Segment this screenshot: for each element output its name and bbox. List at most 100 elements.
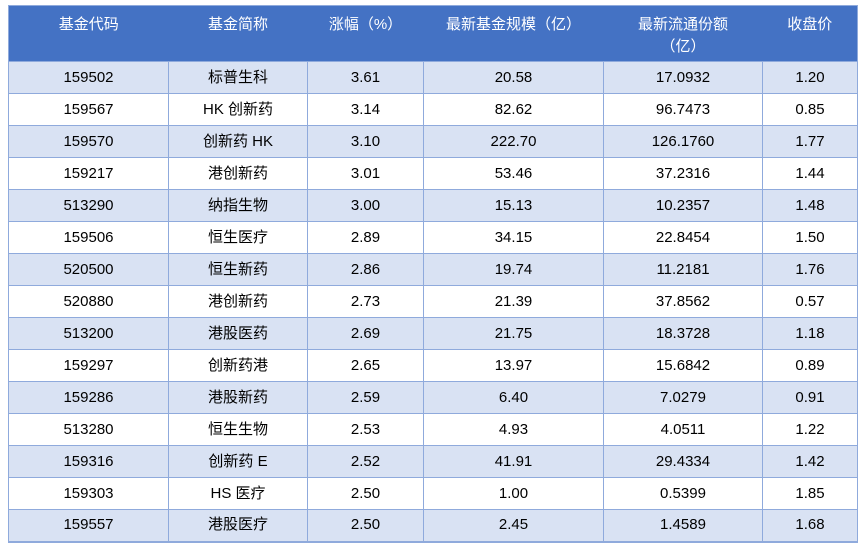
fund-table: 基金代码 基金简称 涨幅（%） 最新基金规模（亿） 最新流通份额 （亿） 收盘价 15950…	[8, 5, 858, 543]
column-header-fund-name: 基金简称	[168, 5, 308, 62]
table-row: 159217 港创新药 3.01 53.46 37.2316 1.44	[8, 157, 858, 190]
column-header-latest-circulating-shares: 最新流通份额 （亿）	[603, 5, 763, 62]
cell-change-pct: 2.59	[307, 381, 424, 414]
cell-latest-circulating-shares: 126.1760	[603, 125, 763, 158]
cell-close-price: 1.18	[762, 317, 858, 350]
table-row: 159567 HK 创新药 3.14 82.62 96.7473 0.85	[8, 93, 858, 126]
table-row: 513280 恒生生物 2.53 4.93 4.0511 1.22	[8, 413, 858, 446]
cell-fund-name: 创新药 HK	[168, 125, 308, 158]
cell-change-pct: 3.00	[307, 189, 424, 222]
cell-latest-fund-size: 4.93	[423, 413, 604, 446]
cell-change-pct: 2.52	[307, 445, 424, 478]
header-row: 基金代码 基金简称 涨幅（%） 最新基金规模（亿） 最新流通份额 （亿） 收盘价	[8, 5, 858, 62]
cell-fund-code: 159567	[8, 93, 169, 126]
cell-close-price: 0.85	[762, 93, 858, 126]
cell-change-pct: 2.86	[307, 253, 424, 286]
cell-latest-fund-size: 1.00	[423, 477, 604, 510]
table-row: 159303 HS 医疗 2.50 1.00 0.5399 1.85	[8, 477, 858, 510]
cell-close-price: 1.76	[762, 253, 858, 286]
cell-latest-fund-size: 222.70	[423, 125, 604, 158]
cell-latest-circulating-shares: 11.2181	[603, 253, 763, 286]
cell-fund-name: HK 创新药	[168, 93, 308, 126]
cell-close-price: 0.57	[762, 285, 858, 318]
cell-fund-name: 标普生科	[168, 61, 308, 94]
cell-latest-circulating-shares: 17.0932	[603, 61, 763, 94]
cell-change-pct: 2.73	[307, 285, 424, 318]
cell-fund-name: 恒生新药	[168, 253, 308, 286]
column-header-close-price: 收盘价	[762, 5, 858, 62]
cell-latest-fund-size: 21.39	[423, 285, 604, 318]
table-row: 520880 港创新药 2.73 21.39 37.8562 0.57	[8, 285, 858, 318]
table-row: 159316 创新药 E 2.52 41.91 29.4334 1.42	[8, 445, 858, 478]
cell-change-pct: 3.14	[307, 93, 424, 126]
cell-change-pct: 2.53	[307, 413, 424, 446]
cell-latest-fund-size: 34.15	[423, 221, 604, 254]
table-body: 159502 标普生科 3.61 20.58 17.0932 1.20 159567 HK 创…	[8, 61, 858, 542]
cell-change-pct: 2.50	[307, 477, 424, 510]
cell-latest-fund-size: 13.97	[423, 349, 604, 382]
cell-latest-circulating-shares: 37.2316	[603, 157, 763, 190]
cell-change-pct: 3.01	[307, 157, 424, 190]
cell-change-pct: 3.10	[307, 125, 424, 158]
cell-latest-circulating-shares: 0.5399	[603, 477, 763, 510]
cell-close-price: 1.68	[762, 509, 858, 542]
cell-close-price: 1.85	[762, 477, 858, 510]
cell-close-price: 1.44	[762, 157, 858, 190]
cell-change-pct: 2.65	[307, 349, 424, 382]
cell-fund-code: 159286	[8, 381, 169, 414]
cell-close-price: 1.42	[762, 445, 858, 478]
cell-fund-code: 159303	[8, 477, 169, 510]
cell-fund-code: 159217	[8, 157, 169, 190]
column-header-change-pct: 涨幅（%）	[307, 5, 424, 62]
cell-latest-fund-size: 2.45	[423, 509, 604, 542]
cell-fund-name: HS 医疗	[168, 477, 308, 510]
cell-close-price: 0.91	[762, 381, 858, 414]
cell-fund-code: 159297	[8, 349, 169, 382]
cell-latest-circulating-shares: 18.3728	[603, 317, 763, 350]
column-header-label: 基金代码	[58, 16, 119, 33]
cell-fund-code: 520880	[8, 285, 169, 318]
column-header-label: 最新基金规模（亿）	[445, 16, 581, 33]
cell-latest-circulating-shares: 7.0279	[603, 381, 763, 414]
cell-fund-name: 港创新药	[168, 285, 308, 318]
cell-latest-circulating-shares: 4.0511	[603, 413, 763, 446]
cell-latest-fund-size: 53.46	[423, 157, 604, 190]
cell-close-price: 1.77	[762, 125, 858, 158]
cell-latest-circulating-shares: 37.8562	[603, 285, 763, 318]
cell-change-pct: 2.69	[307, 317, 424, 350]
cell-fund-code: 513290	[8, 189, 169, 222]
table-header: 基金代码 基金简称 涨幅（%） 最新基金规模（亿） 最新流通份额 （亿） 收盘价	[8, 5, 858, 62]
table-row: 159557 港股医疗 2.50 2.45 1.4589 1.68	[8, 509, 858, 542]
cell-fund-name: 港股医疗	[168, 509, 308, 542]
cell-latest-fund-size: 82.62	[423, 93, 604, 126]
cell-fund-name: 恒生生物	[168, 413, 308, 446]
cell-change-pct: 2.89	[307, 221, 424, 254]
table-row: 159502 标普生科 3.61 20.58 17.0932 1.20	[8, 61, 858, 94]
cell-fund-name: 恒生医疗	[168, 221, 308, 254]
fund-table-container: 基金代码 基金简称 涨幅（%） 最新基金规模（亿） 最新流通份额 （亿） 收盘价 15950…	[8, 5, 858, 543]
cell-close-price: 1.22	[762, 413, 858, 446]
cell-fund-code: 159570	[8, 125, 169, 158]
cell-latest-circulating-shares: 29.4334	[603, 445, 763, 478]
cell-close-price: 1.48	[762, 189, 858, 222]
cell-fund-code: 159502	[8, 61, 169, 94]
cell-fund-code: 159506	[8, 221, 169, 254]
cell-fund-code: 513200	[8, 317, 169, 350]
column-header-label: 收盘价	[787, 16, 833, 33]
table-row: 159570 创新药 HK 3.10 222.70 126.1760 1.77	[8, 125, 858, 158]
cell-latest-fund-size: 15.13	[423, 189, 604, 222]
cell-close-price: 1.20	[762, 61, 858, 94]
cell-fund-code: 159557	[8, 509, 169, 542]
cell-fund-name: 港创新药	[168, 157, 308, 190]
column-header-latest-fund-size: 最新基金规模（亿）	[423, 5, 604, 62]
cell-fund-code: 513280	[8, 413, 169, 446]
cell-fund-code: 520500	[8, 253, 169, 286]
cell-latest-fund-size: 20.58	[423, 61, 604, 94]
cell-fund-code: 159316	[8, 445, 169, 478]
table-row: 520500 恒生新药 2.86 19.74 11.2181 1.76	[8, 253, 858, 286]
cell-change-pct: 3.61	[307, 61, 424, 94]
cell-latest-fund-size: 19.74	[423, 253, 604, 286]
cell-fund-name: 纳指生物	[168, 189, 308, 222]
cell-fund-name: 创新药 E	[168, 445, 308, 478]
cell-latest-fund-size: 41.91	[423, 445, 604, 478]
